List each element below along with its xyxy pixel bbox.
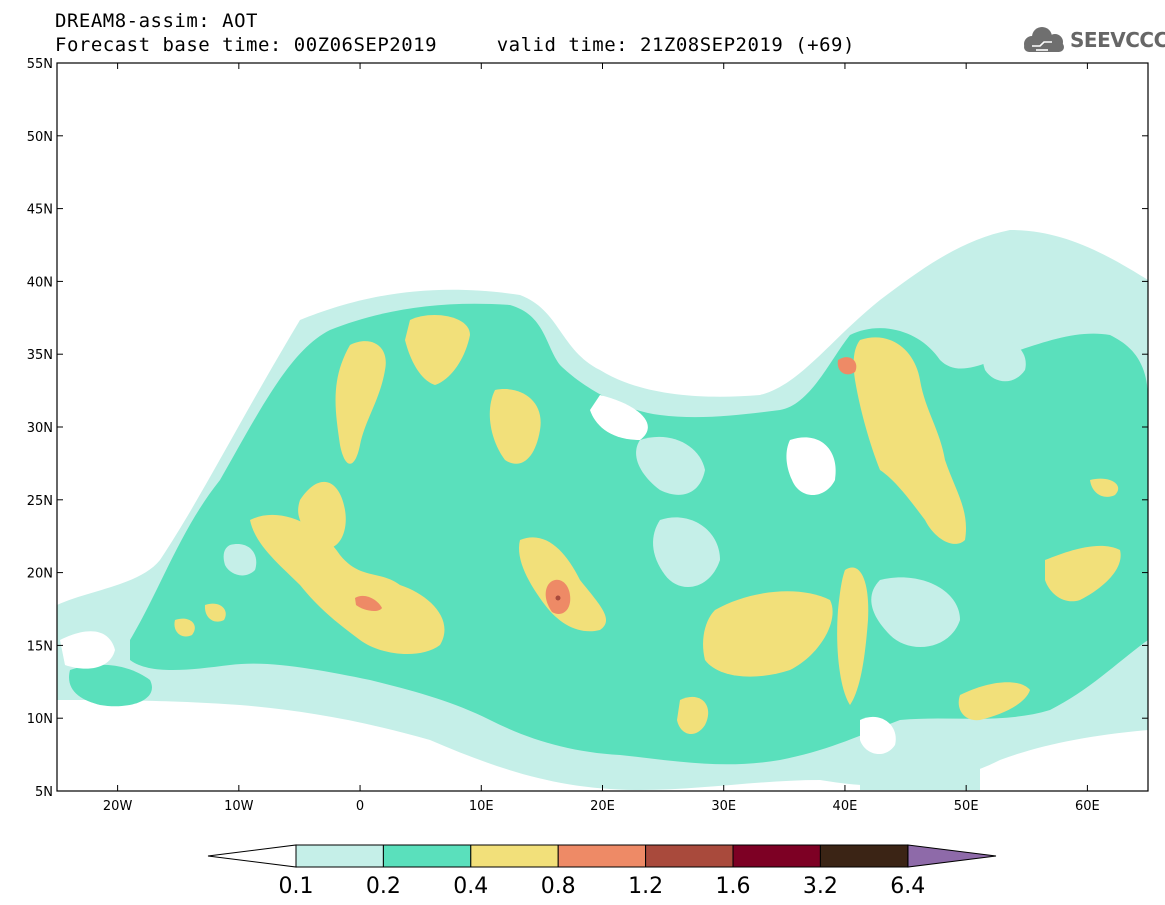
lon-tick-label: 0 <box>356 799 364 814</box>
longitude-ticks: 20W 10W 0 10E 20E 30E 40E 50E 60E <box>103 63 1100 814</box>
colorbar-under-arrow <box>207 844 297 868</box>
aot-clear-areas <box>60 395 896 755</box>
colorbar-label: 1.2 <box>628 874 663 899</box>
lat-tick-label: 25N <box>27 494 53 509</box>
lat-tick-label: 55N <box>27 57 53 72</box>
lat-tick-label: 5N <box>35 785 53 800</box>
lon-tick-label: 60E <box>1075 799 1100 814</box>
lat-tick-label: 20N <box>27 567 53 582</box>
lon-tick-label: 50E <box>954 799 979 814</box>
colorbar-swatch <box>645 844 734 868</box>
lon-tick-label: 10W <box>224 799 254 814</box>
forecast-times: Forecast base time: 00Z06SEP2019 valid t… <box>55 34 855 56</box>
colorbar-label: 0.2 <box>366 874 401 899</box>
lat-tick-label: 35N <box>27 348 53 363</box>
aot-colorbar: 0.1 0.2 0.4 0.8 1.2 1.6 3.2 6.4 <box>207 844 997 899</box>
lon-tick-label: 40E <box>833 799 858 814</box>
lat-tick-label: 15N <box>27 639 53 654</box>
colorbar-label: 6.4 <box>890 874 925 899</box>
colorbar-swatch <box>470 844 559 868</box>
colorbar-over-arrow <box>907 844 997 868</box>
latitude-ticks: 55N 50N 45N 40N 35N 30N 25N 20N 15N 10N 5N <box>27 57 1148 800</box>
lat-tick-label: 10N <box>27 712 53 727</box>
colorbar-label: 0.8 <box>541 874 576 899</box>
lat-tick-label: 30N <box>27 421 53 436</box>
lon-tick-label: 20E <box>590 799 615 814</box>
seevccc-logo-text: SEEVCCC <box>1070 28 1165 52</box>
lon-tick-label: 30E <box>711 799 736 814</box>
cloud-icon <box>1024 27 1064 52</box>
aot-level-0.4 <box>174 315 1121 735</box>
lon-tick-label: 10E <box>469 799 494 814</box>
colorbar-swatch <box>819 844 909 868</box>
lon-tick-label: 20W <box>103 799 133 814</box>
lat-tick-label: 50N <box>27 130 53 145</box>
colorbar-label: 0.1 <box>279 874 314 899</box>
colorbar-label: 0.4 <box>453 874 488 899</box>
colorbar-label: 3.2 <box>803 874 838 899</box>
lat-tick-label: 40N <box>27 275 53 290</box>
aot-field <box>57 230 1148 790</box>
aot-level-0.1-pockets <box>223 339 1026 647</box>
colorbar-swatch <box>557 844 647 868</box>
lat-tick-label: 45N <box>27 203 53 218</box>
colorbar-swatch <box>732 844 821 868</box>
map-title: DREAM8-assim: AOT <box>55 10 258 32</box>
colorbar-label: 1.6 <box>716 874 751 899</box>
aot-level-1.2 <box>555 595 561 601</box>
colorbar-swatch <box>382 844 472 868</box>
colorbar-swatch <box>295 844 384 868</box>
